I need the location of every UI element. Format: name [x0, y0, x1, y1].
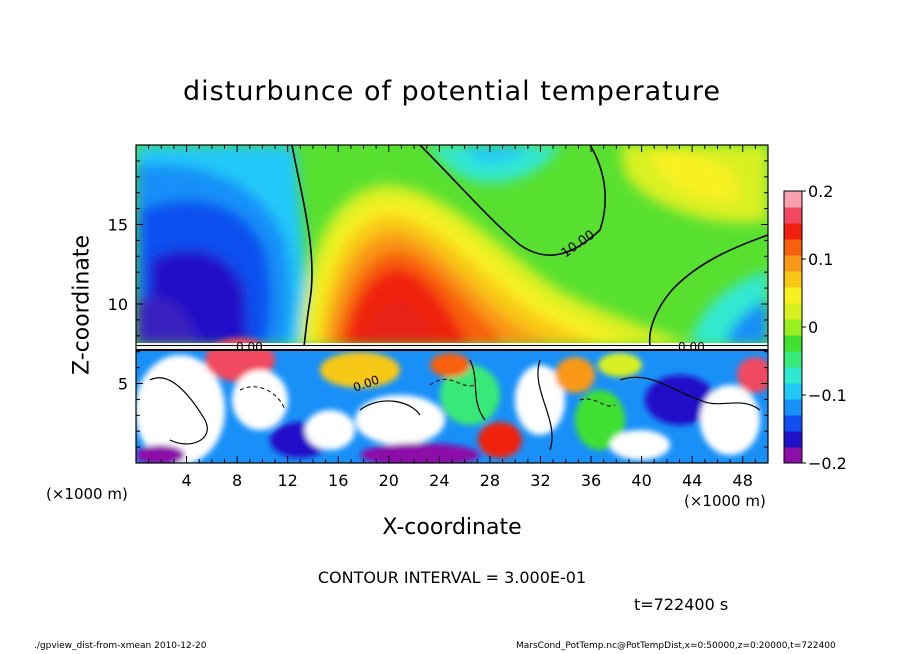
colorbar-segment [784, 399, 802, 416]
colorbar-segment [784, 383, 802, 400]
x-tick-label: 32 [530, 471, 550, 490]
colorbar: 0.2 0.1 0 −0.1 −0.2 [783, 182, 847, 473]
footer-data-source: MarsCond_PotTemp.nc@PotTempDist,x=0:5000… [516, 641, 836, 651]
contour-label: 0.00 [678, 340, 705, 354]
colorbar-tick-label: 0.2 [808, 182, 833, 201]
colorbar-segment [784, 319, 802, 336]
contour-interval-text: CONTOUR INTERVAL = 3.000E-01 [317, 568, 587, 587]
colorbar-segment [784, 367, 802, 384]
colorbar-segment [784, 303, 802, 320]
colorbar-segment [784, 335, 802, 352]
x-tick-label: 20 [379, 471, 399, 490]
x-tick-label: 16 [328, 471, 348, 490]
colorbar-segment [784, 207, 802, 224]
colorbar-segment [784, 255, 802, 272]
y-ticks: 5 10 15 [108, 160, 768, 448]
x-tick-label: 40 [631, 471, 651, 490]
colorbar-segment [784, 351, 802, 368]
chart-title: disturbunce of potential temperature [183, 76, 721, 107]
colorbar-tick-label: 0.1 [808, 250, 833, 269]
y-tick-label: 15 [108, 216, 128, 235]
colorbar-segment [784, 431, 802, 448]
y-tick-label: 10 [108, 295, 128, 314]
x-tick-label: 44 [682, 471, 702, 490]
x-unit-label-right: (×1000 m) [684, 492, 766, 510]
footer-script-info: ./gpview_dist-from-xmean 2010-12-20 [34, 641, 207, 651]
x-tick-label: 8 [232, 471, 242, 490]
colorbar-segment [784, 223, 802, 240]
colorbar-tick-label: −0.1 [808, 386, 847, 405]
x-tick-label: 12 [278, 471, 298, 490]
x-axis-label: X-coordinate [382, 515, 522, 540]
colorbar-segment [784, 191, 802, 208]
time-label: t=722400 s [634, 595, 729, 614]
x-tick-label: 28 [480, 471, 500, 490]
x-ticks: 4 8 12 16 20 24 28 32 36 40 44 48 [148, 145, 756, 490]
contour-label: 0.00 [236, 340, 263, 354]
colorbar-segment [784, 239, 802, 256]
x-tick-label: 48 [733, 471, 753, 490]
x-unit-label-left: (×1000 m) [46, 485, 128, 503]
colorbar-segment [784, 287, 802, 304]
colorbar-segment [784, 415, 802, 432]
colorbar-tick-label: 0 [808, 318, 818, 337]
heatmap-field [136, 145, 768, 463]
colorbar-tick-label: −0.2 [808, 454, 847, 473]
x-tick-label: 36 [581, 471, 601, 490]
colorbar-segment [784, 447, 802, 464]
y-tick-label: 5 [118, 375, 128, 394]
x-tick-label: 4 [181, 471, 191, 490]
colorbar-segment [784, 271, 802, 288]
x-tick-label: 24 [429, 471, 449, 490]
